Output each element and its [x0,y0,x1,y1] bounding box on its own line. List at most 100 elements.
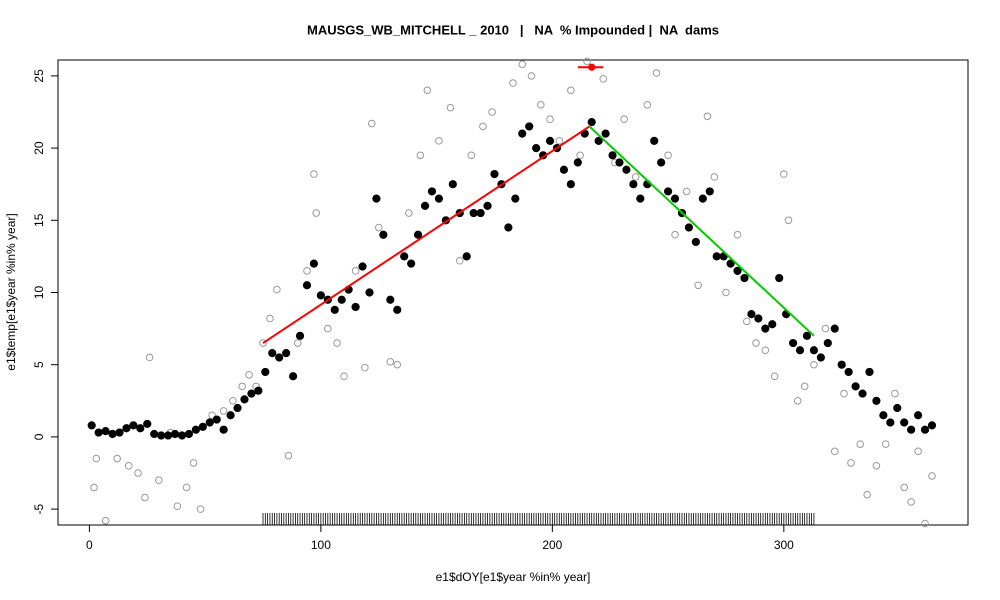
data-point [740,273,749,283]
data-point [423,86,432,95]
data-point [664,151,672,160]
data-point [115,428,124,437]
data-point [795,346,805,355]
data-point [101,427,110,436]
data-point [518,129,527,138]
data-point [851,382,860,391]
data-point [837,360,846,369]
data-point [143,419,152,429]
data-point [511,194,520,203]
data-point [324,324,332,333]
data-point [434,194,444,203]
data-point [631,173,640,181]
data-point [427,187,437,196]
data-point [101,516,110,525]
data-point [761,346,770,355]
data-point [333,339,341,347]
y-tick-label: 25 [32,69,46,83]
y-tick-label: 5 [32,361,46,368]
data-point [891,389,899,398]
data-point [567,86,575,95]
data-point [830,447,839,456]
data-point [927,421,937,430]
x-axis-label: e1$dOY[e1$year %in% year] [436,570,591,584]
data-point [312,209,321,217]
data-point [920,425,930,434]
data-point [483,201,492,210]
data-point [620,115,628,124]
data-point [712,252,721,261]
data-point [208,411,216,420]
data-point [490,169,499,179]
data-point [196,505,205,513]
data-point [587,117,596,127]
data-point [247,389,256,398]
data-point [802,331,812,340]
data-point [316,291,325,300]
data-point [94,428,103,437]
data-point [113,454,121,463]
data-point [219,407,228,415]
y-tick-label: 0 [32,433,46,440]
data-point [788,338,798,348]
data-point [259,339,267,347]
data-point [191,425,200,434]
x-tick-label: 200 [542,538,562,552]
data-point [780,170,788,178]
data-point [189,459,198,467]
y-tick-label: -5 [32,503,46,514]
data-point [928,472,936,480]
data-point [691,237,700,247]
data-point [583,57,591,66]
data-point [212,415,221,424]
data-point [309,259,319,268]
data-point [150,429,159,439]
data-point [671,230,679,239]
data-point [302,281,312,290]
data-point [379,230,388,239]
data-point [622,165,631,174]
data-point [157,431,166,440]
data-point [284,451,293,460]
data-point [266,314,274,323]
data-point [573,158,582,167]
data-point [226,411,235,420]
data-point [682,187,691,196]
data-point [448,180,457,189]
data-point [810,360,818,369]
data-point [913,411,923,420]
data-point [393,305,402,314]
data-point [830,324,839,333]
data-point [446,103,455,112]
data-point [124,461,133,470]
data-point [536,100,545,109]
data-point [413,230,423,239]
data-point [372,194,381,203]
data-point [358,262,367,271]
data-point [914,447,922,456]
data-point [386,358,395,366]
data-point [793,397,802,405]
data-point [282,349,291,358]
data-point [295,331,305,340]
data-point [275,353,284,362]
fit-line [588,125,815,337]
data-point [733,266,742,275]
data-point [407,259,416,268]
data-point [594,136,603,145]
data-point [177,431,187,440]
data-point [698,194,707,203]
data-point [351,267,360,275]
data-point [145,353,154,362]
data-point [240,395,249,404]
data-point [219,425,228,434]
data-point [367,119,376,128]
data-point [733,230,742,239]
fit-line [262,125,590,344]
data-point [293,339,302,347]
data-point [129,421,138,430]
data-point [476,208,485,218]
data-point [844,367,853,377]
data-point [726,259,735,268]
data-point [615,158,624,167]
